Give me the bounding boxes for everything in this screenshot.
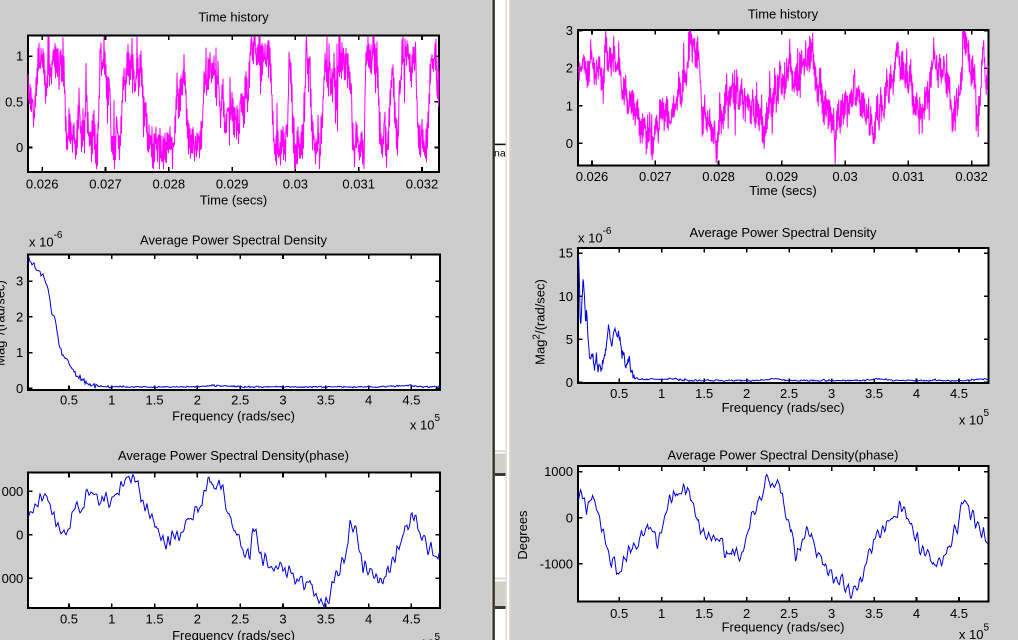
svg-text:3.5: 3.5 [317, 393, 335, 408]
svg-text:0.5: 0.5 [610, 606, 628, 621]
svg-text:Time (secs): Time (secs) [749, 183, 816, 198]
svg-text:0.5: 0.5 [5, 94, 23, 109]
svg-text:1.5: 1.5 [695, 606, 713, 621]
svg-text:0.027: 0.027 [639, 169, 672, 184]
svg-text:4.5: 4.5 [402, 612, 420, 627]
svg-text:000: 000 [2, 571, 24, 586]
svg-text:Frequency (rads/sec): Frequency (rads/sec) [722, 620, 845, 635]
svg-text:4.5: 4.5 [950, 386, 968, 401]
svg-text:x 105: x 105 [959, 408, 990, 428]
svg-text:2.5: 2.5 [780, 386, 798, 401]
svg-text:3: 3 [828, 606, 835, 621]
svg-text:Average Power Spectral Density: Average Power Spectral Density(phase) [118, 448, 349, 463]
svg-text:0.031: 0.031 [892, 169, 925, 184]
svg-text:1: 1 [16, 345, 23, 360]
svg-text:5: 5 [566, 332, 573, 347]
svg-text:0.027: 0.027 [89, 176, 122, 191]
svg-text:0.029: 0.029 [766, 169, 799, 184]
svg-text:x 105: x 105 [410, 632, 441, 640]
svg-text:2: 2 [16, 309, 23, 324]
svg-text:1.5: 1.5 [695, 386, 713, 401]
svg-text:Average Power Spectral Density: Average Power Spectral Density [140, 233, 327, 248]
svg-text:2: 2 [743, 386, 750, 401]
svg-text:0: 0 [566, 375, 573, 390]
svg-text:4: 4 [913, 386, 920, 401]
svg-text:0.028: 0.028 [153, 176, 186, 191]
svg-text:Frequency (rads/sec): Frequency (rads/sec) [722, 400, 845, 415]
svg-text:0.03: 0.03 [832, 169, 857, 184]
svg-text:Time history: Time history [198, 10, 269, 25]
svg-text:0.026: 0.026 [26, 176, 59, 191]
svg-text:3: 3 [828, 386, 835, 401]
svg-text:0: 0 [16, 381, 23, 396]
svg-text:0.03: 0.03 [283, 176, 308, 191]
svg-text:0.029: 0.029 [216, 176, 249, 191]
svg-text:Mag2/(rad/sec): Mag2/(rad/sec) [532, 279, 548, 365]
svg-text:2: 2 [194, 612, 201, 627]
svg-text:x 105: x 105 [959, 623, 990, 640]
svg-text:Degrees: Degrees [515, 510, 530, 560]
svg-text:1: 1 [108, 612, 115, 627]
svg-text:4.5: 4.5 [402, 393, 420, 408]
svg-text:2.5: 2.5 [231, 612, 249, 627]
svg-text:10: 10 [559, 289, 573, 304]
svg-text:2: 2 [566, 61, 573, 76]
svg-text:1000: 1000 [544, 464, 573, 479]
svg-text:0: 0 [16, 527, 23, 542]
svg-text:3: 3 [16, 274, 23, 289]
svg-text:0.032: 0.032 [955, 169, 988, 184]
svg-text:-1000: -1000 [540, 556, 573, 571]
svg-text:1: 1 [108, 393, 115, 408]
svg-text:2: 2 [743, 606, 750, 621]
svg-text:x 105: x 105 [410, 413, 441, 433]
svg-text:1: 1 [16, 49, 23, 64]
svg-text:Time history: Time history [748, 7, 819, 22]
svg-text:3: 3 [566, 23, 573, 38]
svg-text:3.5: 3.5 [317, 612, 335, 627]
svg-text:0: 0 [566, 136, 573, 151]
svg-text:0.031: 0.031 [342, 176, 375, 191]
svg-text:1: 1 [658, 606, 665, 621]
svg-text:0.028: 0.028 [702, 169, 735, 184]
svg-text:4: 4 [913, 606, 920, 621]
svg-text:0: 0 [566, 510, 573, 525]
svg-text:1: 1 [566, 98, 573, 113]
svg-text:0.5: 0.5 [60, 393, 78, 408]
svg-text:2.5: 2.5 [780, 606, 798, 621]
svg-text:1.5: 1.5 [146, 612, 164, 627]
svg-text:4: 4 [365, 393, 372, 408]
svg-text:0.026: 0.026 [576, 169, 609, 184]
svg-text:Mag2/(rad/sec): Mag2/(rad/sec) [0, 280, 8, 366]
svg-text:0: 0 [16, 140, 23, 155]
svg-text:4.5: 4.5 [950, 606, 968, 621]
svg-text:1: 1 [658, 386, 665, 401]
svg-text:Average Power Spectral Density: Average Power Spectral Density [690, 225, 877, 240]
svg-text:Frequency (rads/sec): Frequency (rads/sec) [172, 628, 295, 640]
svg-text:Time (secs): Time (secs) [200, 193, 267, 208]
svg-text:na: na [494, 148, 506, 160]
svg-text:0.032: 0.032 [406, 176, 439, 191]
svg-text:3.5: 3.5 [865, 386, 883, 401]
svg-text:2: 2 [194, 393, 201, 408]
svg-text:15: 15 [559, 246, 573, 261]
svg-text:2.5: 2.5 [231, 393, 249, 408]
svg-text:3.5: 3.5 [865, 606, 883, 621]
svg-text:Frequency (rads/sec): Frequency (rads/sec) [172, 409, 295, 424]
svg-text:0.5: 0.5 [60, 612, 78, 627]
svg-text:4: 4 [365, 612, 372, 627]
svg-text:1.5: 1.5 [146, 393, 164, 408]
svg-text:3: 3 [279, 393, 286, 408]
svg-text:3: 3 [279, 612, 286, 627]
svg-text:0.5: 0.5 [610, 386, 628, 401]
svg-text:Average Power Spectral Density: Average Power Spectral Density(phase) [668, 448, 899, 463]
svg-text:000: 000 [2, 484, 24, 499]
